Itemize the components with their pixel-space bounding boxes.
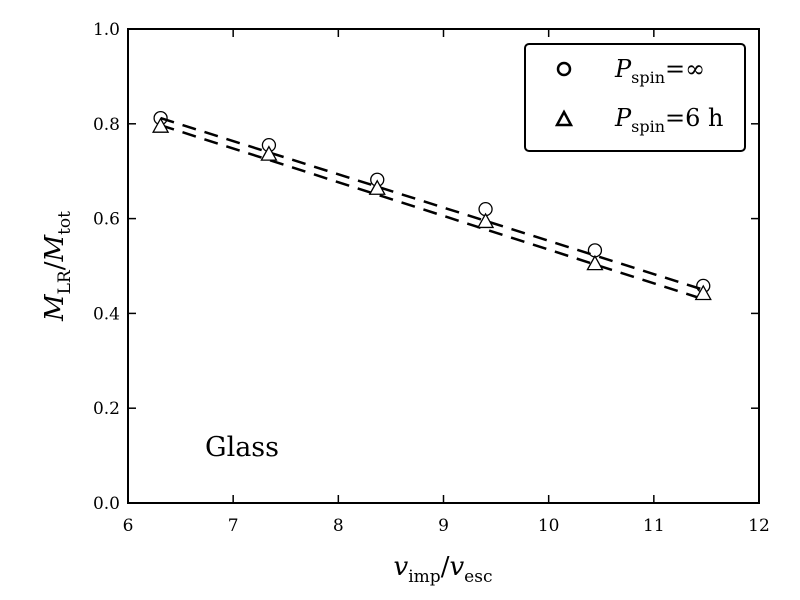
x-tick-label: 9 (438, 516, 449, 536)
data-point-series-2 (586, 254, 604, 271)
axis-ticks: 6 7 8 9 10 11 12 0.0 0.2 0.4 0.6 0.8 1.0 (93, 20, 770, 536)
y-tick-label: 0.8 (93, 115, 120, 135)
legend-box (524, 43, 746, 152)
x-axis-label: vimp/vesc (394, 552, 493, 587)
data-point-series-2 (694, 284, 712, 301)
y-tick-label: 1.0 (93, 20, 120, 40)
legend: Pspin=∞ Pspin=6 h (524, 43, 746, 152)
legend-marker-circle (556, 61, 572, 77)
data-point-series-2 (151, 117, 170, 133)
data-marks (151, 110, 712, 301)
data-point-series-2 (260, 145, 278, 161)
y-axis-label: MLR/Mtot (40, 211, 75, 322)
legend-marker-triangle (554, 109, 574, 127)
legend-label-series-1: Pspin=∞ (614, 55, 705, 87)
y-tick-label: 0.4 (93, 304, 120, 324)
legend-label-series-2: Pspin=6 h (614, 104, 724, 136)
data-point-series-2 (476, 212, 495, 229)
y-tick-label: 0.2 (93, 399, 120, 419)
fit-line-series-1 (160, 116, 704, 291)
y-tick-label: 0.6 (93, 210, 120, 230)
fit-line-series-2 (160, 124, 704, 301)
x-tick-label: 10 (538, 516, 560, 536)
annotation-label: Glass (205, 432, 279, 463)
x-tick-label: 12 (748, 516, 770, 536)
data-point-series-2 (368, 179, 386, 195)
y-tick-label: 0.0 (93, 494, 120, 514)
x-tick-label: 7 (228, 516, 239, 536)
x-tick-label: 11 (643, 516, 665, 536)
x-tick-label: 8 (333, 516, 344, 536)
x-tick-label: 6 (123, 516, 134, 536)
